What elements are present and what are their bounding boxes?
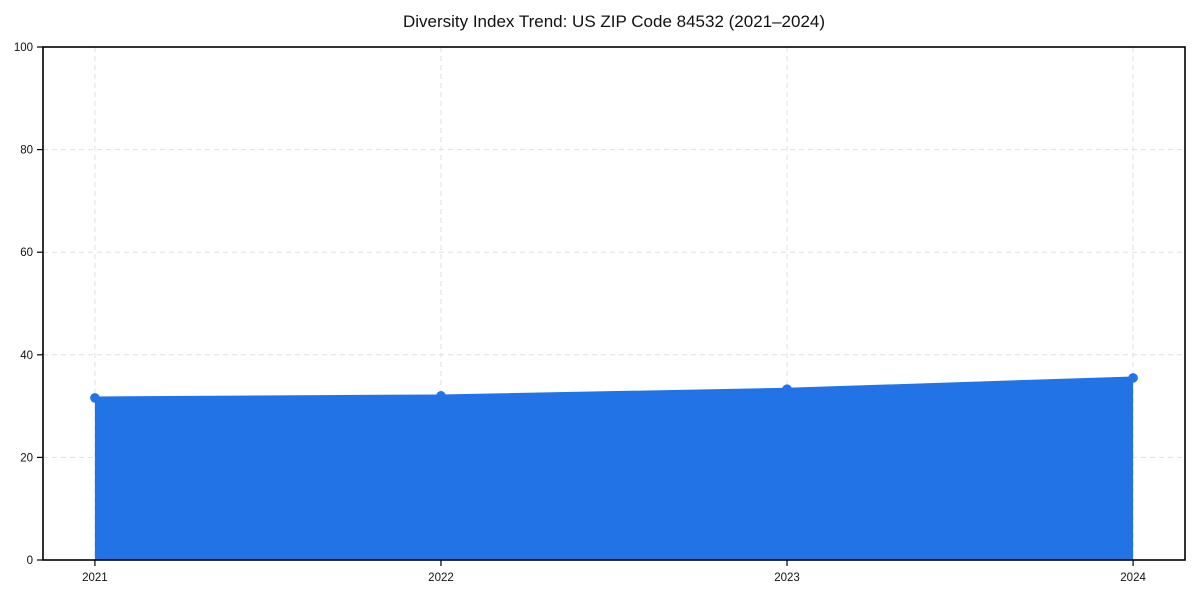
axis-ticks xyxy=(37,46,1134,566)
data-point-marker xyxy=(782,384,792,394)
data-point-marker xyxy=(436,391,446,401)
y-tick-label: 0 xyxy=(27,555,33,567)
data-point-marker xyxy=(1128,373,1138,383)
data-point-marker xyxy=(90,393,100,403)
series-line xyxy=(93,376,1135,400)
x-tick-label: 2021 xyxy=(82,572,108,584)
y-tick-label: 100 xyxy=(14,42,33,54)
data-point-markers xyxy=(90,373,1138,403)
y-tick-label: 20 xyxy=(20,452,33,464)
axes-frame xyxy=(42,46,1186,561)
trend-line xyxy=(93,376,1135,400)
series-area xyxy=(94,377,1134,560)
x-tick-label: 2022 xyxy=(428,572,454,584)
x-tick-label: 2024 xyxy=(1120,572,1146,584)
y-tick-label: 80 xyxy=(20,145,33,157)
chart-title: Diversity Index Trend: US ZIP Code 84532… xyxy=(402,12,826,31)
x-tick-label: 2023 xyxy=(774,572,800,584)
plot-frame xyxy=(42,46,1186,561)
axis-tick-labels: 0 20 40 60 80 100 2021 2022 2023 2024 xyxy=(14,42,1147,584)
y-tick-label: 40 xyxy=(20,350,33,362)
area-fill xyxy=(94,377,1134,560)
y-tick-label: 60 xyxy=(20,247,33,259)
